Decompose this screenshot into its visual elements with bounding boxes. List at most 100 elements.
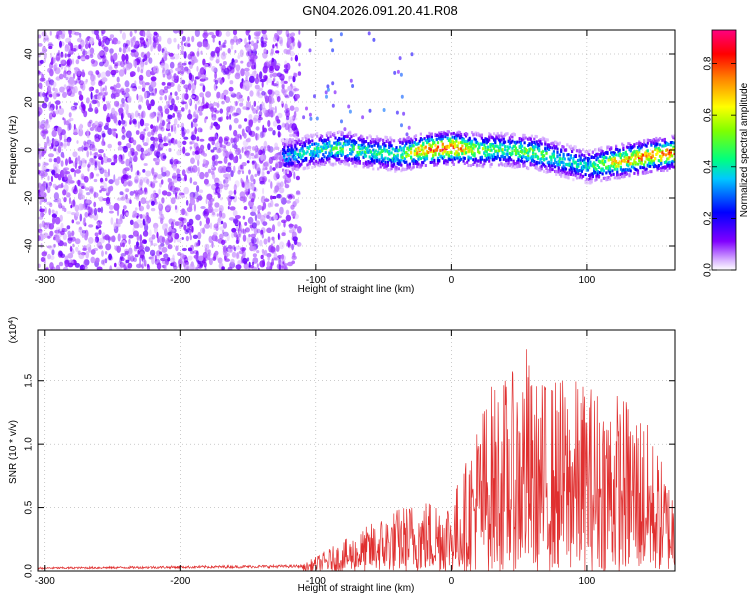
noise-cell xyxy=(228,217,235,221)
signal-cell xyxy=(473,137,476,141)
signal-cell xyxy=(353,156,357,160)
signal-cell xyxy=(296,164,299,168)
signal-cell xyxy=(373,150,376,154)
signal-cell xyxy=(643,163,646,167)
signal-cell xyxy=(495,149,498,153)
signal-cell xyxy=(307,162,310,166)
signal-cell xyxy=(652,141,655,145)
signal-cell xyxy=(560,148,563,152)
noise-cell xyxy=(102,87,105,92)
noise-cell xyxy=(43,37,47,43)
signal-cell xyxy=(596,164,599,167)
noise-cell xyxy=(160,217,164,225)
signal-cell xyxy=(574,174,577,178)
signal-cell xyxy=(357,143,360,147)
signal-cell xyxy=(483,151,486,155)
noise-cell xyxy=(225,166,232,173)
signal-cell xyxy=(506,163,509,167)
signal-cell xyxy=(513,140,516,144)
signal-cell xyxy=(313,142,316,146)
noise-cell xyxy=(247,145,252,150)
noise-cell xyxy=(82,48,86,56)
noise-cell xyxy=(186,212,189,217)
signal-cell xyxy=(346,133,349,137)
noise-cell xyxy=(191,89,195,95)
signal-cell xyxy=(567,176,570,180)
signal-cell xyxy=(569,165,572,169)
signal-cell xyxy=(300,162,303,166)
noise-cell xyxy=(72,73,76,79)
noise-cell xyxy=(293,213,299,220)
noise-cell xyxy=(183,186,190,195)
signal-cell xyxy=(406,152,409,156)
signal-cell xyxy=(361,135,364,139)
signal-cell xyxy=(546,146,549,150)
noise-cell xyxy=(57,146,62,154)
noise-cell xyxy=(277,112,283,119)
signal-cell xyxy=(286,159,289,163)
noise-cell xyxy=(158,125,163,131)
signal-cell xyxy=(628,173,631,177)
signal-cell xyxy=(311,166,314,169)
noise-cell xyxy=(102,38,107,43)
noise-cell xyxy=(274,105,277,114)
noise-cell xyxy=(194,103,198,111)
signal-cell xyxy=(621,153,624,157)
noise-cell xyxy=(181,40,183,46)
noise-cell xyxy=(153,137,159,142)
noise-cell xyxy=(121,97,125,104)
noise-cell xyxy=(234,252,241,260)
noise-cell xyxy=(138,205,145,212)
noise-cell xyxy=(282,175,288,180)
signal-cell xyxy=(338,158,341,161)
noise-cell xyxy=(112,53,118,61)
noise-cell xyxy=(208,235,213,243)
noise-cell xyxy=(171,124,173,133)
signal-cell xyxy=(317,161,320,165)
noise-cell xyxy=(122,47,127,54)
signal-cell xyxy=(529,137,532,141)
signal-cell xyxy=(527,144,530,147)
noise-cell xyxy=(75,221,81,225)
signal-cell xyxy=(393,159,396,163)
noise-cell xyxy=(271,80,275,85)
signal-cell xyxy=(615,165,618,169)
signal-cell xyxy=(355,154,358,158)
noise-cell xyxy=(181,107,185,112)
noise-cell xyxy=(292,75,296,83)
signal-cell xyxy=(647,158,651,162)
signal-cell xyxy=(508,151,511,155)
noise-cell xyxy=(272,72,278,78)
noise-cell xyxy=(294,57,299,61)
noise-cell xyxy=(62,154,65,159)
signal-cell xyxy=(313,147,316,151)
signal-cell xyxy=(397,139,400,143)
signal-cell xyxy=(616,176,619,180)
noise-cell xyxy=(180,122,185,128)
noise-cell xyxy=(69,232,74,236)
signal-cell xyxy=(629,149,632,153)
signal-cell xyxy=(594,178,597,182)
signal-cell xyxy=(441,145,444,148)
noise-cell xyxy=(95,70,100,75)
noise-cell xyxy=(245,44,252,52)
signal-cell xyxy=(440,139,443,143)
noise-cell xyxy=(190,261,194,267)
noise-cell xyxy=(239,102,244,107)
signal-cell xyxy=(294,164,297,168)
noise-cell xyxy=(63,134,67,141)
noise-cell xyxy=(66,53,71,58)
noise-cell xyxy=(265,60,270,67)
noise-cell xyxy=(135,51,139,56)
noise-cell xyxy=(219,108,224,114)
noise-cell xyxy=(190,250,195,255)
signal-cell xyxy=(297,153,300,157)
signal-cell xyxy=(372,140,375,144)
signal-cell xyxy=(391,147,394,151)
noise-cell xyxy=(39,200,42,205)
noise-cell xyxy=(212,37,215,43)
signal-cell xyxy=(406,146,409,150)
noise-cell xyxy=(270,246,276,253)
noise-cell xyxy=(239,191,246,199)
noise-cell xyxy=(133,190,136,194)
